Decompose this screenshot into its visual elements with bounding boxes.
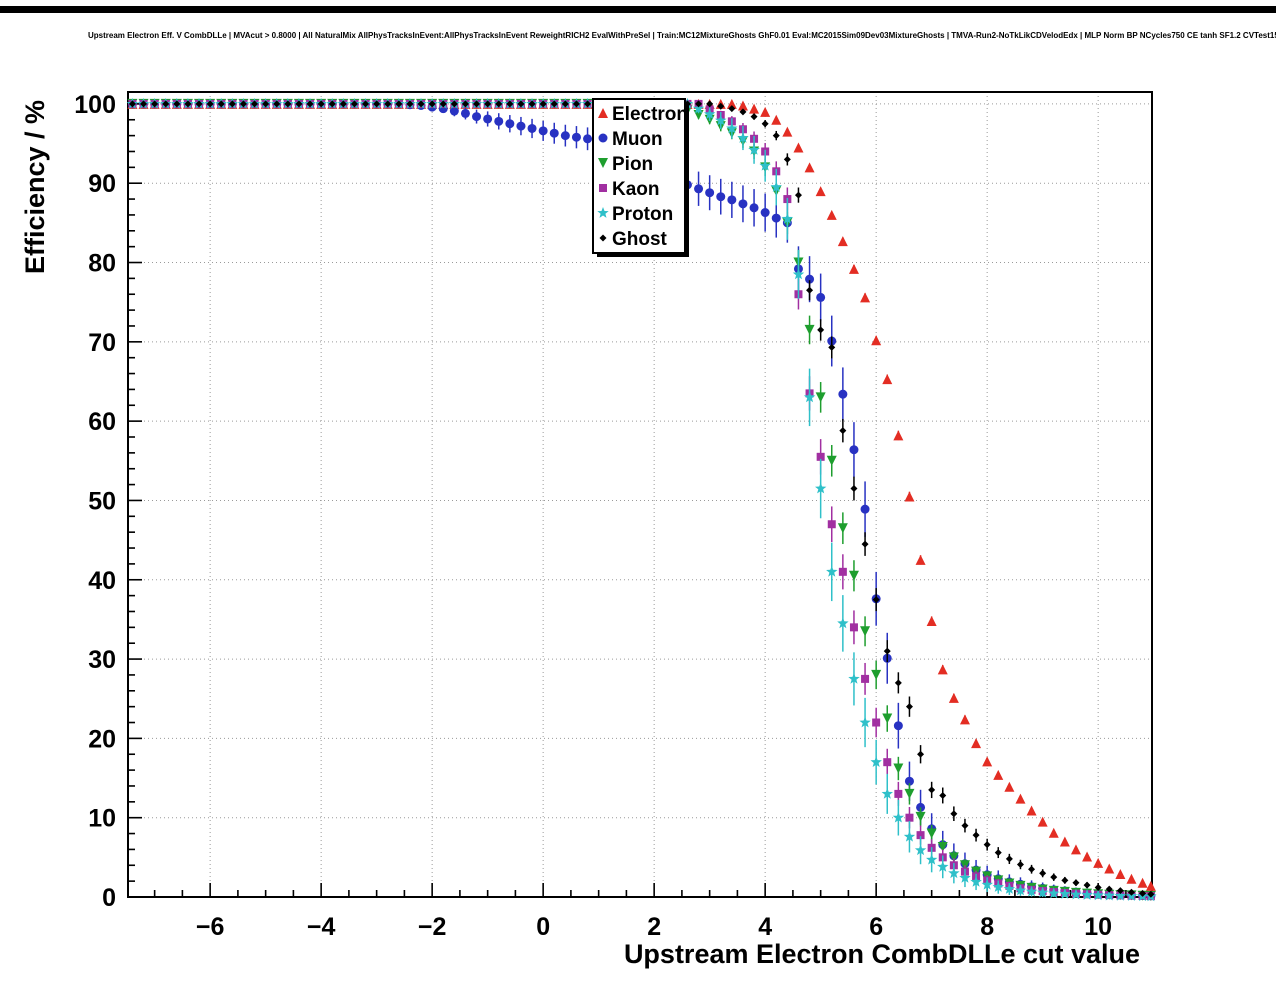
svg-text:80: 80	[88, 250, 116, 278]
y-axis-tick-labels: 0 10 20 30 40 50 60 70 80 90 100	[74, 91, 116, 912]
svg-text:90: 90	[88, 170, 116, 198]
svg-text:60: 60	[88, 408, 116, 436]
svg-text:0: 0	[536, 913, 550, 941]
svg-text:10: 10	[88, 805, 116, 833]
svg-text:30: 30	[88, 646, 116, 674]
svg-text:4: 4	[758, 913, 772, 941]
svg-text:6: 6	[869, 913, 883, 941]
svg-text:−2: −2	[418, 913, 447, 941]
plot-title: Upstream Electron Eff. V CombDLLe | MVAc…	[88, 31, 1276, 40]
svg-text:−4: −4	[307, 913, 336, 941]
svg-text:8: 8	[980, 913, 994, 941]
plot-frame	[127, 91, 1153, 898]
svg-text:50: 50	[88, 487, 116, 515]
svg-text:10: 10	[1084, 913, 1112, 941]
svg-text:70: 70	[88, 329, 116, 357]
legend-label-electron: Electron	[612, 104, 688, 125]
y-axis-title: Efficiency / %	[20, 100, 50, 274]
legend: Electron Muon Pion Kaon Proton Ghost	[592, 98, 689, 257]
svg-text:−6: −6	[196, 913, 225, 941]
svg-text:0: 0	[102, 884, 116, 912]
legend-label-kaon: Kaon	[612, 179, 660, 200]
legend-label-ghost: Ghost	[612, 229, 668, 250]
legend-label-muon: Muon	[612, 129, 663, 150]
legend-label-proton: Proton	[612, 204, 673, 225]
svg-text:2: 2	[647, 913, 661, 941]
svg-text:100: 100	[74, 91, 116, 119]
x-axis-title: Upstream Electron CombDLLe cut value	[624, 939, 1140, 969]
legend-label-pion: Pion	[612, 154, 653, 175]
canvas-top-border	[0, 6, 1276, 13]
svg-text:40: 40	[88, 567, 116, 595]
svg-text:20: 20	[88, 725, 116, 753]
x-axis-tick-labels: −6 −4 −2 0 2 4 6 8 10	[196, 913, 1112, 941]
